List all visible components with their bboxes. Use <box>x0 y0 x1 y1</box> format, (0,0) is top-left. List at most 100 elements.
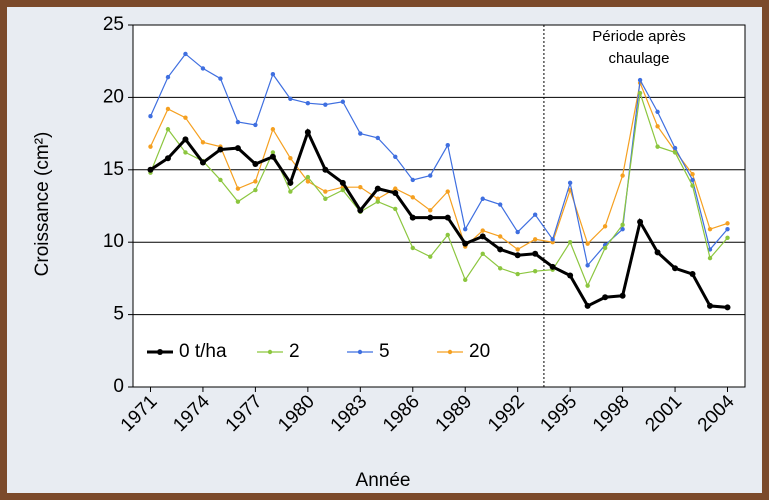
point <box>253 179 258 184</box>
y-tick-label: 15 <box>103 159 124 180</box>
point <box>515 247 520 252</box>
point <box>199 159 206 166</box>
x-tick-label: 1974 <box>169 391 214 436</box>
point <box>672 150 678 155</box>
x-tick-label: 1995 <box>536 391 581 436</box>
point <box>567 272 574 279</box>
point <box>602 224 608 229</box>
x-tick-label: 1983 <box>327 391 372 436</box>
point <box>479 233 486 240</box>
point <box>165 106 171 112</box>
point <box>165 74 171 80</box>
point <box>323 196 328 201</box>
point <box>655 144 660 149</box>
point <box>602 245 608 251</box>
y-tick-label: 10 <box>103 231 124 252</box>
point <box>445 142 450 148</box>
point <box>707 247 713 252</box>
point <box>707 226 713 232</box>
point <box>235 186 241 191</box>
point <box>690 183 695 188</box>
point <box>269 153 276 160</box>
point <box>584 302 591 309</box>
point <box>305 174 311 180</box>
point <box>288 96 293 102</box>
point <box>725 226 730 232</box>
point <box>218 76 223 81</box>
point <box>637 77 643 83</box>
legend-marker <box>447 349 453 355</box>
point <box>498 266 503 271</box>
point <box>339 179 346 186</box>
point <box>515 229 520 235</box>
point <box>218 177 223 183</box>
point <box>305 179 311 184</box>
point <box>323 189 328 194</box>
point <box>532 212 538 217</box>
x-tick-label: 1989 <box>432 391 477 436</box>
point <box>183 150 188 155</box>
x-tick-label: 1977 <box>222 391 267 436</box>
point <box>148 114 153 119</box>
point <box>428 254 433 259</box>
point <box>707 255 713 261</box>
point <box>497 246 504 253</box>
point <box>427 214 434 221</box>
point <box>567 180 573 186</box>
point <box>358 184 363 190</box>
point <box>305 100 311 106</box>
point <box>428 173 433 178</box>
point <box>725 235 730 241</box>
point <box>620 222 625 228</box>
point <box>463 277 468 283</box>
x-tick-label: 2001 <box>641 391 686 436</box>
series-line <box>149 80 728 251</box>
point <box>690 177 695 183</box>
point <box>182 136 189 143</box>
point <box>358 131 363 136</box>
point <box>393 154 398 159</box>
point <box>340 99 346 104</box>
x-tick-label: 1998 <box>589 391 634 436</box>
point <box>375 199 380 204</box>
point <box>689 271 696 278</box>
point <box>532 268 538 274</box>
legend-label: 2 <box>289 341 300 362</box>
x-tick-label: 1971 <box>117 391 162 436</box>
x-tick-label: 1980 <box>274 391 319 436</box>
x-tick-label: 1986 <box>379 391 424 436</box>
point <box>393 206 398 212</box>
series-line <box>149 92 728 288</box>
point <box>235 119 241 125</box>
point <box>393 186 398 191</box>
point <box>532 250 539 257</box>
point <box>323 102 328 107</box>
point <box>410 245 415 251</box>
point <box>270 72 276 77</box>
point <box>410 195 415 200</box>
point <box>375 135 380 141</box>
point <box>445 189 450 194</box>
point <box>532 237 538 242</box>
point <box>200 66 206 71</box>
legend-label: 20 <box>469 341 490 362</box>
point <box>357 207 364 214</box>
point <box>463 226 468 232</box>
point <box>147 166 154 173</box>
point <box>253 122 258 128</box>
point <box>655 124 660 129</box>
point <box>288 156 293 161</box>
point <box>183 51 188 57</box>
point <box>270 127 276 132</box>
point <box>480 228 485 233</box>
point <box>148 144 153 149</box>
point <box>585 263 590 268</box>
point <box>498 234 503 239</box>
point <box>619 292 626 299</box>
y-tick-label: 0 <box>113 376 124 397</box>
point <box>637 218 644 225</box>
point <box>445 232 450 238</box>
point <box>287 179 294 186</box>
point <box>620 226 625 232</box>
